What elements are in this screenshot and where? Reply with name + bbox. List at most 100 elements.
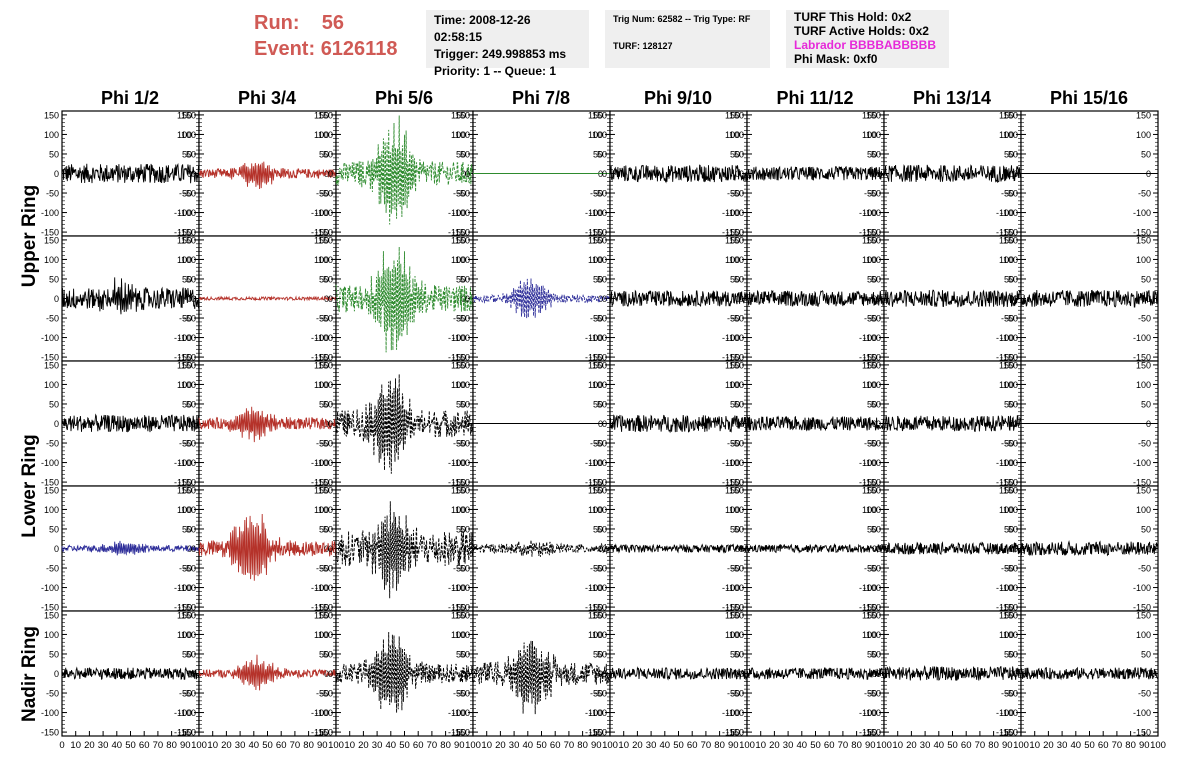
y-tick-label: 100 <box>177 630 192 640</box>
y-tick-label: 50 <box>182 399 192 409</box>
y-tick-label: -150 <box>722 478 740 488</box>
y-tick-label: 150 <box>729 360 744 370</box>
y-tick-label: -50 <box>1001 564 1014 574</box>
y-tick-label: 100 <box>866 505 881 515</box>
y-tick-label: -100 <box>315 458 333 468</box>
x-tick-label: 20 <box>495 740 506 751</box>
x-tick-label: 70 <box>838 740 849 751</box>
y-tick-label: -150 <box>722 603 740 613</box>
y-tick-label: 100 <box>588 380 603 390</box>
y-tick-label: -50 <box>868 439 881 449</box>
x-tick-label: 60 <box>276 740 287 751</box>
y-tick-label: 150 <box>1003 235 1018 245</box>
y-tick-label: -150 <box>311 478 329 488</box>
y-tick-label: 150 <box>725 485 740 495</box>
y-tick-label: -150 <box>585 228 603 238</box>
y-tick-label: 100 <box>1003 630 1018 640</box>
y-tick-label: 100 <box>866 630 881 640</box>
y-tick-label: -100 <box>585 708 603 718</box>
y-tick-label: -150 <box>589 228 607 238</box>
y-tick-label: 50 <box>1008 649 1018 659</box>
y-tick-label: 0 <box>739 294 744 304</box>
y-tick-label: 0 <box>54 294 59 304</box>
y-tick-label: 50 <box>186 274 196 284</box>
y-tick-label: -100 <box>1000 208 1018 218</box>
y-tick-label: -50 <box>864 564 877 574</box>
y-tick-label: 100 <box>1136 505 1151 515</box>
y-tick-label: 0 <box>1013 169 1018 179</box>
y-tick-label: 100 <box>592 255 607 265</box>
waveform-trace <box>61 277 200 315</box>
y-tick-label: -100 <box>41 208 59 218</box>
y-tick-label: 150 <box>592 235 607 245</box>
y-tick-label: -100 <box>589 708 607 718</box>
y-tick-label: -150 <box>585 478 603 488</box>
y-tick-label: -150 <box>589 603 607 613</box>
x-tick-label: 10 <box>481 740 492 751</box>
x-tick-label: 30 <box>235 740 246 751</box>
time-text: Time: 2008-12-26 02:58:15 <box>434 13 531 44</box>
y-tick-label: 0 <box>461 419 466 429</box>
y-tick-label: -50 <box>179 189 192 199</box>
y-tick-label: 50 <box>182 649 192 659</box>
y-tick-label: 50 <box>867 399 877 409</box>
y-tick-label: 150 <box>177 610 192 620</box>
y-tick-label: -150 <box>452 603 470 613</box>
y-tick-label: 150 <box>177 110 192 120</box>
y-tick-label: 150 <box>314 485 329 495</box>
x-tick-label: 80 <box>988 740 999 751</box>
x-tick-label: 90 <box>317 740 328 751</box>
waveform-trace <box>609 164 748 184</box>
y-tick-label: 150 <box>729 485 744 495</box>
y-tick-label: -100 <box>311 583 329 593</box>
y-tick-label: 100 <box>592 505 607 515</box>
y-tick-label: 150 <box>177 360 192 370</box>
y-tick-label: 100 <box>181 255 196 265</box>
y-tick-label: 150 <box>318 610 333 620</box>
y-tick-label: 100 <box>451 630 466 640</box>
y-tick-label: -100 <box>178 708 196 718</box>
y-tick-label: 150 <box>866 360 881 370</box>
y-tick-label: -150 <box>174 603 192 613</box>
y-tick-label: 100 <box>999 380 1014 390</box>
y-tick-label: 50 <box>319 399 329 409</box>
y-tick-label: 100 <box>1003 130 1018 140</box>
waveform-trace <box>198 295 337 302</box>
y-tick-label: -50 <box>46 439 59 449</box>
x-tick-label: 0 <box>59 740 64 751</box>
y-tick-label: 50 <box>734 399 744 409</box>
y-tick-label: -100 <box>178 458 196 468</box>
x-tick-label: 70 <box>564 740 575 751</box>
y-tick-label: 50 <box>460 149 470 159</box>
y-tick-label: 150 <box>729 235 744 245</box>
y-tick-label: -50 <box>1005 189 1018 199</box>
x-tick-label: 10 <box>70 740 81 751</box>
y-tick-label: -50 <box>179 689 192 699</box>
y-tick-label: -100 <box>311 333 329 343</box>
phi-mask-text: Phi Mask: 0xf0 <box>794 52 878 66</box>
y-tick-label: 150 <box>999 110 1014 120</box>
x-tick-label: 20 <box>906 740 917 751</box>
y-tick-label: 50 <box>323 399 333 409</box>
y-tick-label: -100 <box>589 458 607 468</box>
y-tick-label: 50 <box>871 649 881 659</box>
y-tick-label: 50 <box>456 149 466 159</box>
waveform-trace <box>883 289 1022 308</box>
y-tick-label: -50 <box>864 689 877 699</box>
y-tick-label: 150 <box>862 610 877 620</box>
y-tick-label: -150 <box>589 478 607 488</box>
x-tick-label: 90 <box>1139 740 1150 751</box>
y-tick-label: 50 <box>730 524 740 534</box>
y-tick-label: 150 <box>592 110 607 120</box>
event-label: Event: <box>254 38 316 60</box>
y-tick-label: 50 <box>734 649 744 659</box>
y-tick-label: -150 <box>311 228 329 238</box>
y-tick-label: 50 <box>323 149 333 159</box>
y-tick-label: 100 <box>318 380 333 390</box>
y-tick-label: -150 <box>589 728 607 738</box>
y-tick-label: -100 <box>452 208 470 218</box>
y-tick-label: -100 <box>452 583 470 593</box>
waveform-trace <box>746 667 885 681</box>
y-tick-label: 100 <box>862 505 877 515</box>
y-tick-label: 0 <box>191 419 196 429</box>
